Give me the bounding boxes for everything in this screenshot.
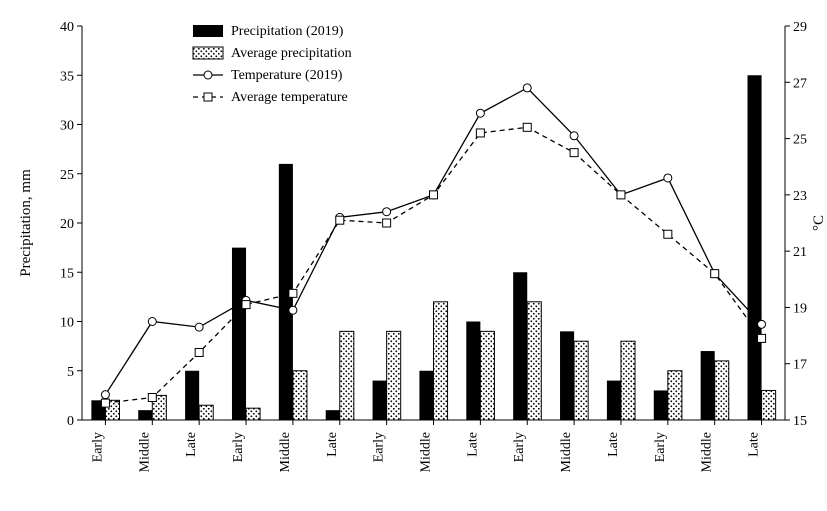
bar-precip-avg (199, 405, 213, 420)
yleft-tick-label: 35 (60, 69, 74, 84)
marker-square (289, 289, 297, 297)
marker-square (148, 393, 156, 401)
marker-circle (383, 208, 391, 216)
marker-square (523, 123, 531, 131)
x-category-label: Middle (137, 432, 152, 472)
yleft-tick-label: 10 (60, 316, 74, 331)
legend-swatch-dotted-bar (193, 47, 223, 59)
marker-circle (523, 84, 531, 92)
legend-marker-square (204, 93, 212, 101)
bars-group (91, 75, 775, 420)
bar-precip-avg (762, 390, 776, 420)
legend-label: Average precipitation (231, 46, 352, 61)
x-category-label: Early (372, 432, 387, 462)
x-category-label: Late (465, 432, 480, 457)
yleft-tick-label: 15 (60, 266, 74, 281)
bar-precip-2019 (185, 371, 199, 420)
bar-precip-2019 (701, 351, 715, 420)
marker-square (336, 216, 344, 224)
marker-square (617, 191, 625, 199)
yright-tick-label: 25 (793, 133, 807, 148)
legend-label: Precipitation (2019) (231, 24, 344, 39)
yright-tick-label: 19 (793, 301, 807, 316)
bar-precip-2019 (419, 371, 433, 420)
x-category-label: Middle (559, 432, 574, 472)
marker-circle (101, 391, 109, 399)
bar-precip-avg (340, 331, 354, 420)
x-category-label: Middle (419, 432, 434, 472)
bar-precip-2019 (326, 410, 340, 420)
bar-precip-2019 (654, 390, 668, 420)
marker-square (476, 129, 484, 137)
bar-precip-avg (574, 341, 588, 420)
yleft-tick-label: 20 (60, 217, 74, 232)
marker-square (101, 399, 109, 407)
yleft-axis-label: Precipitation, mm (18, 169, 34, 277)
bar-precip-avg (527, 302, 541, 420)
x-category-label: Late (606, 432, 621, 457)
yright-tick-label: 15 (793, 414, 807, 429)
x-category-label: Middle (700, 432, 715, 472)
marker-square (570, 149, 578, 157)
bar-precip-avg (668, 371, 682, 420)
marker-square (430, 191, 438, 199)
precip-temp-chart: { "chart": { "type": "bar+line-dual-axis… (0, 0, 827, 511)
chart-svg: 0 5 10 15 20 25 30 35 40 15 17 19 21 23 25 27 29 Precipit… (0, 0, 827, 511)
bar-precip-2019 (607, 381, 621, 420)
bar-precip-avg (293, 371, 307, 420)
bar-precip-2019 (560, 331, 574, 420)
legend-label: Average temperature (231, 90, 348, 105)
bar-precip-2019 (232, 248, 246, 420)
bar-precip-2019 (466, 322, 480, 421)
marker-square (711, 270, 719, 278)
bar-precip-avg (387, 331, 401, 420)
x-category-label: Early (90, 432, 105, 462)
yleft-tick-label: 30 (60, 119, 74, 134)
x-category-label: Early (231, 432, 246, 462)
marker-square (242, 301, 250, 309)
marker-square (383, 219, 391, 227)
marker-circle (758, 320, 766, 328)
bar-precip-avg (434, 302, 448, 420)
yright-tick-label: 29 (793, 20, 807, 35)
legend-marker-circle (204, 71, 212, 79)
x-category-label: Late (184, 432, 199, 457)
bar-precip-2019 (373, 381, 387, 420)
yleft-tick-label: 5 (67, 365, 74, 380)
x-axis-labels: Early Middle Late Early Middle Late Early Middl… (90, 420, 761, 472)
bar-precip-2019 (748, 75, 762, 420)
yleft-tick-label: 40 (60, 20, 74, 35)
marker-square (195, 348, 203, 356)
yleft-tick-label: 0 (67, 414, 74, 429)
marker-circle (664, 174, 672, 182)
x-category-label: Early (512, 432, 527, 462)
marker-square (758, 334, 766, 342)
x-category-label: Early (653, 432, 668, 462)
bar-precip-avg (621, 341, 635, 420)
bar-precip-2019 (513, 272, 527, 420)
x-category-label: Middle (278, 432, 293, 472)
yright-axis-label: °C (811, 215, 827, 231)
yleft-tick-label: 25 (60, 168, 74, 183)
marker-square (664, 230, 672, 238)
yright-tick-label: 27 (793, 76, 807, 91)
bar-precip-avg (246, 408, 260, 420)
yright-tick-label: 17 (793, 358, 807, 373)
legend: Precipitation (2019) Average precipitatio… (193, 24, 352, 105)
marker-circle (570, 132, 578, 140)
legend-swatch-solid-bar (193, 25, 223, 37)
bar-precip-avg (480, 331, 494, 420)
marker-circle (148, 318, 156, 326)
yright-tick-label: 23 (793, 189, 807, 204)
legend-label: Temperature (2019) (231, 68, 343, 83)
marker-circle (476, 109, 484, 117)
marker-circle (195, 323, 203, 331)
x-category-label: Late (747, 432, 762, 457)
yright-tick-label: 21 (793, 245, 807, 260)
bar-precip-avg (715, 361, 729, 420)
bar-precip-2019 (138, 410, 152, 420)
x-category-label: Late (325, 432, 340, 457)
marker-circle (289, 306, 297, 314)
